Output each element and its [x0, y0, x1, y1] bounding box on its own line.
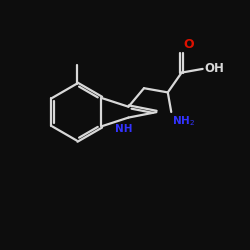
Text: OH: OH: [204, 62, 224, 76]
Text: NH: NH: [115, 124, 133, 134]
Text: NH$_2$: NH$_2$: [172, 114, 196, 128]
Text: O: O: [183, 38, 194, 52]
